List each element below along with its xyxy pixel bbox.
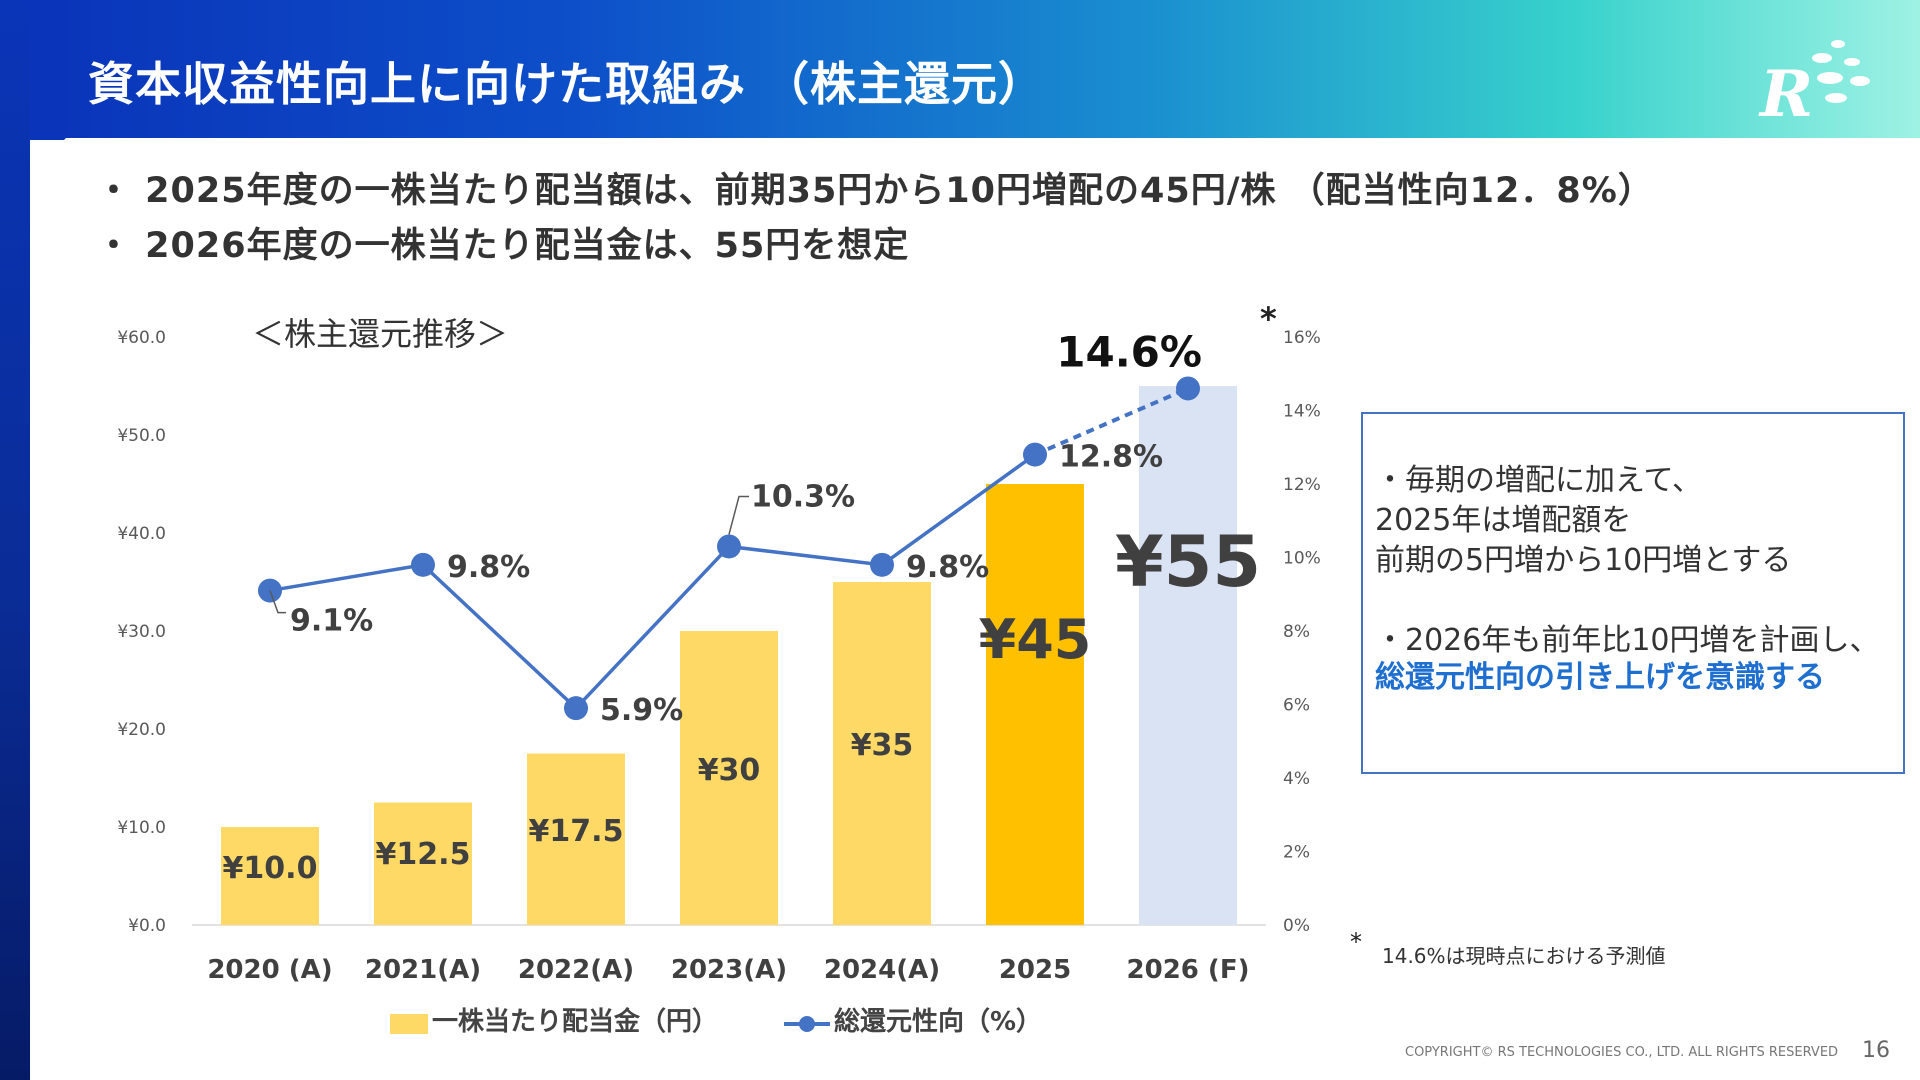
payout-ratio-label: 9.8% (906, 550, 989, 585)
payout-ratio-label: 9.8% (447, 550, 530, 585)
right-axis-tick: 6% (1283, 696, 1310, 716)
callout-line-3: 前期の5円増から10円増とする (1375, 543, 1792, 578)
callout-line-4: ・2026年も前年比10円増を計画し、 (1375, 623, 1880, 658)
logo-dot (1850, 76, 1870, 86)
label-leader-line (269, 590, 286, 614)
payout-ratio-marker (717, 534, 741, 559)
category-label: 2025 (999, 955, 1071, 985)
legend-line-marker (799, 1016, 815, 1032)
category-label: 2022(A) (518, 955, 634, 985)
payout-ratio-label: 5.9% (600, 693, 683, 728)
header-banner (0, 0, 1920, 140)
dividend-bar (374, 802, 472, 925)
left-axis-tick: ¥50.0 (117, 426, 166, 446)
company-logo: R (1758, 40, 1870, 124)
category-label: 2026 (F) (1127, 955, 1250, 985)
payout-ratio-label: 9.1% (290, 604, 373, 639)
copyright: COPYRIGHT© RS TECHNOLOGIES CO., LTD. ALL… (1405, 1045, 1839, 1060)
callout-box (1361, 412, 1905, 774)
bar-value-label: ¥55 (1115, 521, 1261, 603)
dividend-bar (680, 631, 778, 925)
legend-bar-label: 一株当たり配当金（円） (432, 1006, 718, 1037)
right-axis-tick: 12% (1283, 475, 1321, 495)
page-title: 資本収益性向上に向けた取組み （株主還元） (88, 57, 1046, 111)
payout-ratio-marker (870, 552, 894, 577)
payout-ratio-marker (411, 552, 435, 577)
left-axis-tick: ¥40.0 (117, 524, 166, 544)
dividend-bar (833, 582, 931, 925)
dividend-bar (986, 484, 1084, 925)
right-axis-tick: 14% (1283, 402, 1321, 422)
payout-ratio-label: 12.8% (1059, 440, 1163, 475)
dividend-bar (221, 827, 319, 925)
left-axis-tick: ¥60.0 (117, 328, 166, 348)
bar-value-label: ¥17.5 (529, 814, 624, 849)
dividend-chart: ＜株主還元推移＞ ¥0.0 ¥10.0 ¥20.0 ¥30.0 ¥40.0 ¥50.0 ¥6… (117, 300, 1321, 1037)
legend-line-label: 総還元性向（%） (834, 1006, 1042, 1037)
payout-ratio-label: 14.6% (1056, 327, 1202, 376)
left-axis-tick: ¥30.0 (117, 622, 166, 642)
left-axis-tick: ¥10.0 (117, 818, 166, 838)
left-accent-bar (0, 0, 30, 1080)
right-axis-tick: 10% (1283, 549, 1321, 569)
forecast-asterisk: * (1260, 300, 1277, 338)
right-axis-tick: 8% (1283, 622, 1310, 642)
footnote-mark: * (1350, 928, 1362, 956)
chart-title: ＜株主還元推移＞ (252, 315, 508, 353)
logo-letter: R (1758, 57, 1813, 124)
right-axis-tick: 0% (1283, 916, 1310, 936)
legend: 一株当たり配当金（円） 総還元性向（%） (390, 1006, 1042, 1037)
bullet-dividend-2025: ・ 2025年度の一株当たり配当額は、前期35円から10円増配の45円/株 （配… (96, 171, 1654, 211)
category-label: 2024(A) (824, 955, 940, 985)
payout-ratio-marker (1176, 376, 1200, 401)
right-axis-tick: 4% (1283, 769, 1310, 789)
bullet-dividend-2026: ・ 2026年度の一株当たり配当金は、55円を想定 (96, 226, 910, 266)
payout-ratio-label: 10.3% (751, 479, 855, 514)
logo-dot (1812, 53, 1832, 63)
logo-dot (1844, 58, 1860, 66)
logo-dot (1817, 72, 1843, 84)
callout-line-2: 2025年は増配額を (1375, 503, 1632, 538)
label-leader-line (728, 495, 749, 535)
dividend-bar (527, 753, 625, 925)
payout-ratio-marker (564, 696, 588, 721)
category-label: 2020 (A) (207, 955, 332, 985)
dividend-bar (1139, 386, 1237, 925)
category-label: 2023(A) (671, 955, 787, 985)
left-axis-tick: ¥20.0 (117, 720, 166, 740)
left-axis-tick: ¥0.0 (128, 916, 166, 936)
bar-value-label: ¥30 (698, 753, 761, 788)
callout-line-1: ・毎期の増配に加えて、 (1375, 463, 1702, 498)
right-axis-tick: 16% (1283, 328, 1321, 348)
legend-bar-swatch (390, 1014, 428, 1034)
payout-ratio-line (269, 453, 1037, 711)
right-axis-tick: 2% (1283, 843, 1310, 863)
page-number: 16 (1862, 1038, 1890, 1063)
footnote-text: 14.6%は現時点における予測値 (1382, 944, 1666, 968)
logo-dot (1825, 93, 1847, 103)
bar-value-label: ¥12.5 (376, 837, 471, 872)
callout-line-5: 総還元性向の引き上げを意識する (1375, 660, 1825, 695)
category-label: 2021(A) (365, 955, 481, 985)
bar-value-label: ¥10.0 (223, 851, 318, 886)
payout-ratio-marker (1023, 442, 1047, 467)
bar-value-label: ¥45 (979, 608, 1092, 671)
bar-value-label: ¥35 (851, 728, 914, 763)
logo-dot (1831, 40, 1845, 48)
